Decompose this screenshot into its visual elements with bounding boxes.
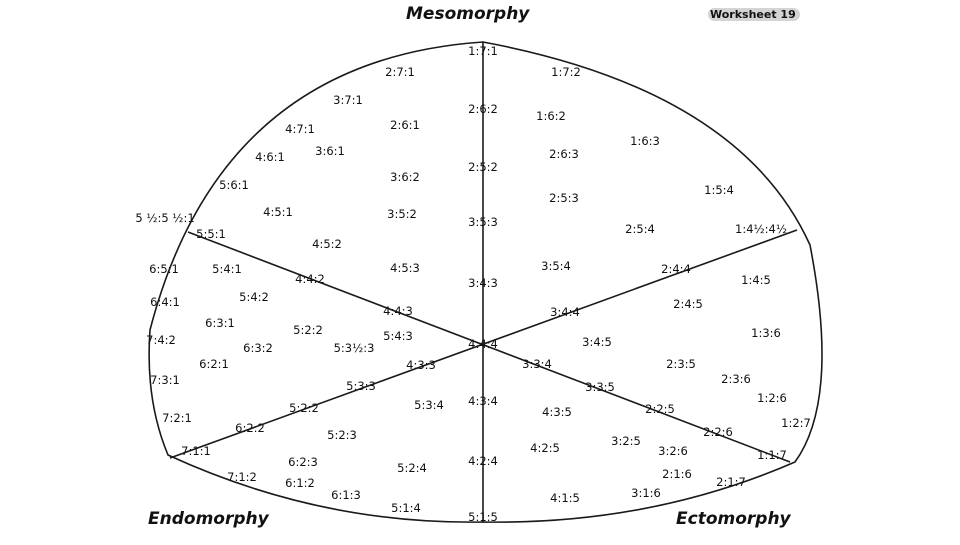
somatotype-point-label: 1:4:5 — [741, 273, 771, 287]
somatotype-point-label: 2:1:6 — [662, 467, 692, 481]
somatotype-point-label: 6:2:1 — [199, 357, 229, 371]
somatotype-point-label: 5:5:1 — [196, 227, 226, 241]
somatotype-point-label: 3:6:1 — [315, 144, 345, 158]
somatotype-point-label: 4:2:5 — [530, 441, 560, 455]
somatotype-point-label: 3:7:1 — [333, 93, 363, 107]
somatotype-point-label: 6:1:3 — [331, 488, 361, 502]
mesomorphy-title: Mesomorphy — [406, 4, 530, 24]
somatotype-point-label: 4:1:5 — [550, 491, 580, 505]
somatotype-point-label: 6:2:2 — [235, 421, 265, 435]
somatotype-point-label: 4:5:3 — [390, 261, 420, 275]
endomorphy-title: Endomorphy — [148, 509, 269, 529]
somatotype-point-label: 5:4:2 — [239, 290, 269, 304]
somatotype-point-label: 2:4:5 — [673, 297, 703, 311]
somatotype-point-label: 3:5:2 — [387, 207, 417, 221]
somatotype-point-label: 2:4:4 — [661, 262, 691, 276]
somatotype-point-label: 5:3½:3 — [334, 341, 375, 355]
somatotype-point-label: 2:5:2 — [468, 160, 498, 174]
somatotype-point-label: 5:3:3 — [346, 379, 376, 393]
somatotype-point-label: 1:2:7 — [781, 416, 811, 430]
somatotype-point-label: 5:1:5 — [468, 510, 498, 524]
somatotype-point-label: 2:3:6 — [721, 372, 751, 386]
endo-ecto-diagonal-down — [187, 231, 791, 463]
somatotype-point-label: 3:6:2 — [390, 170, 420, 184]
somatotype-point-label: 2:3:5 — [666, 357, 696, 371]
somatotype-point-label: 2:5:4 — [625, 222, 655, 236]
somatotype-point-label: 7:3:1 — [150, 373, 180, 387]
somatotype-point-label: 5:2:3 — [327, 428, 357, 442]
endo-ecto-diagonal-up — [169, 229, 798, 459]
somatotype-point-label: 1:3:6 — [751, 326, 781, 340]
somatotype-point-label: 6:2:3 — [288, 455, 318, 469]
somatotype-point-label: 1:6:2 — [536, 109, 566, 123]
somatotype-point-label: 4:6:1 — [255, 150, 285, 164]
somatotype-point-label: 4:3:3 — [406, 358, 436, 372]
worksheet-badge: Worksheet 19 — [708, 8, 800, 21]
somatotype-point-label: 6:3:1 — [205, 316, 235, 330]
somatotype-point-label: 7:4:2 — [146, 333, 176, 347]
somatotype-point-label: 2:1:7 — [716, 475, 746, 489]
somatotype-point-label: 4:4:4 — [468, 337, 498, 351]
somatotype-point-label: 5:2:2 — [289, 401, 319, 415]
somatotype-point-label: 2:6:3 — [549, 147, 579, 161]
somatotype-point-label: 4:4:2 — [295, 272, 325, 286]
somatotype-point-label: 3:1:6 — [631, 486, 661, 500]
somatotype-point-label: 1:7:1 — [468, 44, 498, 58]
somatotype-points: 1:7:1 2:7:1 1:7:2 3:7:1 2:6:2 1:6:2 4:7:1 2:6:1… — [135, 44, 811, 524]
somatotype-point-label: 5:2:4 — [397, 461, 427, 475]
somatotype-point-label: 3:3:5 — [585, 380, 615, 394]
somatotype-point-label: 3:4:5 — [582, 335, 612, 349]
somatotype-point-label: 5:4:1 — [212, 262, 242, 276]
somatotype-point-label: 1:5:4 — [704, 183, 734, 197]
somatotype-point-label: 5:2:2 — [293, 323, 323, 337]
somatotype-point-label: 3:5:4 — [541, 259, 571, 273]
somatotype-point-label: 5:4:3 — [383, 329, 413, 343]
somatotype-point-label: 1:1:7 — [757, 448, 787, 462]
somatotype-point-label: 2:2:5 — [645, 402, 675, 416]
somatotype-point-label: 3:2:5 — [611, 434, 641, 448]
somatotype-point-label: 7:2:1 — [162, 411, 192, 425]
ectomorphy-title: Ectomorphy — [676, 509, 791, 529]
somatotype-point-label: 5 ½:5 ½:1 — [135, 211, 194, 225]
somatotype-point-label: 4:3:4 — [468, 394, 498, 408]
somatotype-point-label: 3:4:4 — [550, 305, 580, 319]
somatotype-point-label: 2:2:6 — [703, 425, 733, 439]
somatotype-point-label: 4:2:4 — [468, 454, 498, 468]
somatotype-point-label: 4:5:2 — [312, 237, 342, 251]
somatotype-point-label: 4:7:1 — [285, 122, 315, 136]
somatotype-point-label: 5:3:4 — [414, 398, 444, 412]
somatotype-point-label: 4:3:5 — [542, 405, 572, 419]
somatotype-point-label: 4:4:3 — [383, 304, 413, 318]
chart-outline — [148, 41, 823, 523]
somatotype-point-label: 6:3:2 — [243, 341, 273, 355]
somatotype-point-label: 1:2:6 — [757, 391, 787, 405]
somatotype-point-label: 6:4:1 — [150, 295, 180, 309]
somatotype-point-label: 2:6:2 — [468, 102, 498, 116]
somatotype-point-label: 1:4½:4½ — [735, 222, 787, 236]
somatotype-point-label: 5:6:1 — [219, 178, 249, 192]
somatotype-point-label: 2:7:1 — [385, 65, 415, 79]
somatotype-point-label: 7:1:2 — [227, 470, 257, 484]
somatotype-point-label: 5:1:4 — [391, 501, 421, 515]
somatotype-point-label: 6:1:2 — [285, 476, 315, 490]
somatotype-point-label: 3:3:4 — [522, 357, 552, 371]
somatotype-point-label: 3:4:3 — [468, 276, 498, 290]
somatotype-point-label: 6:5:1 — [149, 262, 179, 276]
somatotype-point-label: 1:6:3 — [630, 134, 660, 148]
somatotype-point-label: 4:5:1 — [263, 205, 293, 219]
somatotype-point-label: 3:2:6 — [658, 444, 688, 458]
somatotype-point-label: 1:7:2 — [551, 65, 581, 79]
somatotype-point-label: 2:6:1 — [390, 118, 420, 132]
somatotype-point-label: 2:5:3 — [549, 191, 579, 205]
somatotype-point-label: 3:5:3 — [468, 215, 498, 229]
somatotype-point-label: 7:1:1 — [181, 444, 211, 458]
